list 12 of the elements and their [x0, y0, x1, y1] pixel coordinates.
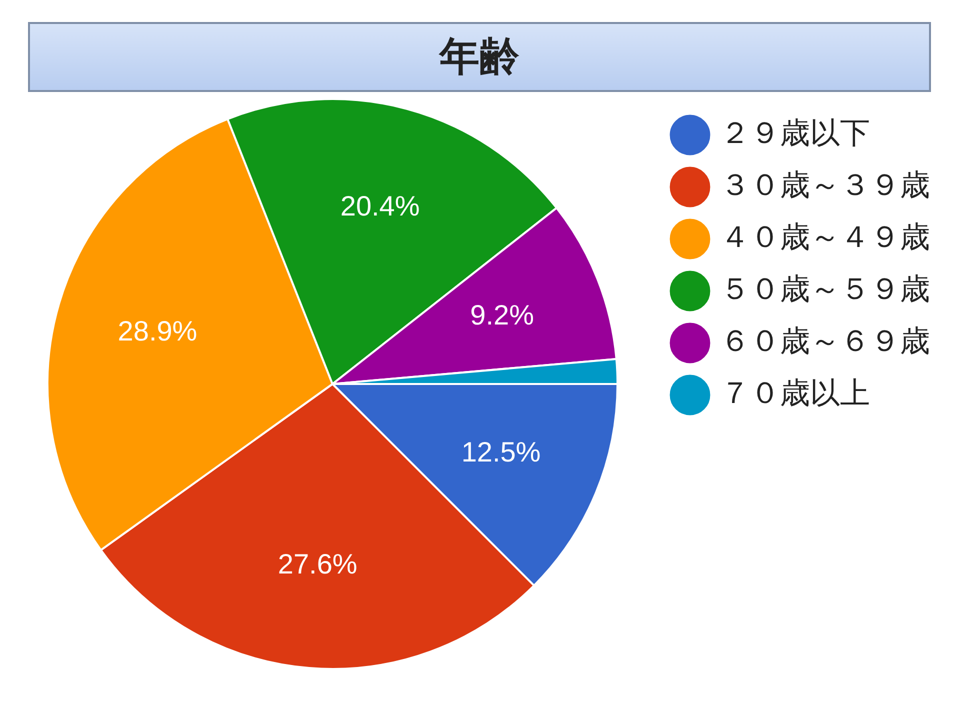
legend-label: ３０歳～３９歳: [720, 168, 930, 203]
data-label: 28.9%: [118, 315, 198, 346]
legend-label: ７０歳以上: [720, 376, 870, 411]
legend-label: ４０歳～４９歳: [720, 220, 930, 255]
data-label: 20.4%: [340, 190, 420, 222]
data-label: 12.5%: [461, 436, 541, 468]
chart-title: 年齢: [28, 22, 931, 92]
legend-label: ２９歳以下: [720, 116, 870, 151]
legend-label: ６０歳～６９歳: [720, 324, 930, 359]
data-label: 9.2%: [470, 300, 534, 331]
data-label: 27.6%: [278, 548, 358, 580]
legend-label: ５０歳～５９歳: [720, 272, 930, 307]
